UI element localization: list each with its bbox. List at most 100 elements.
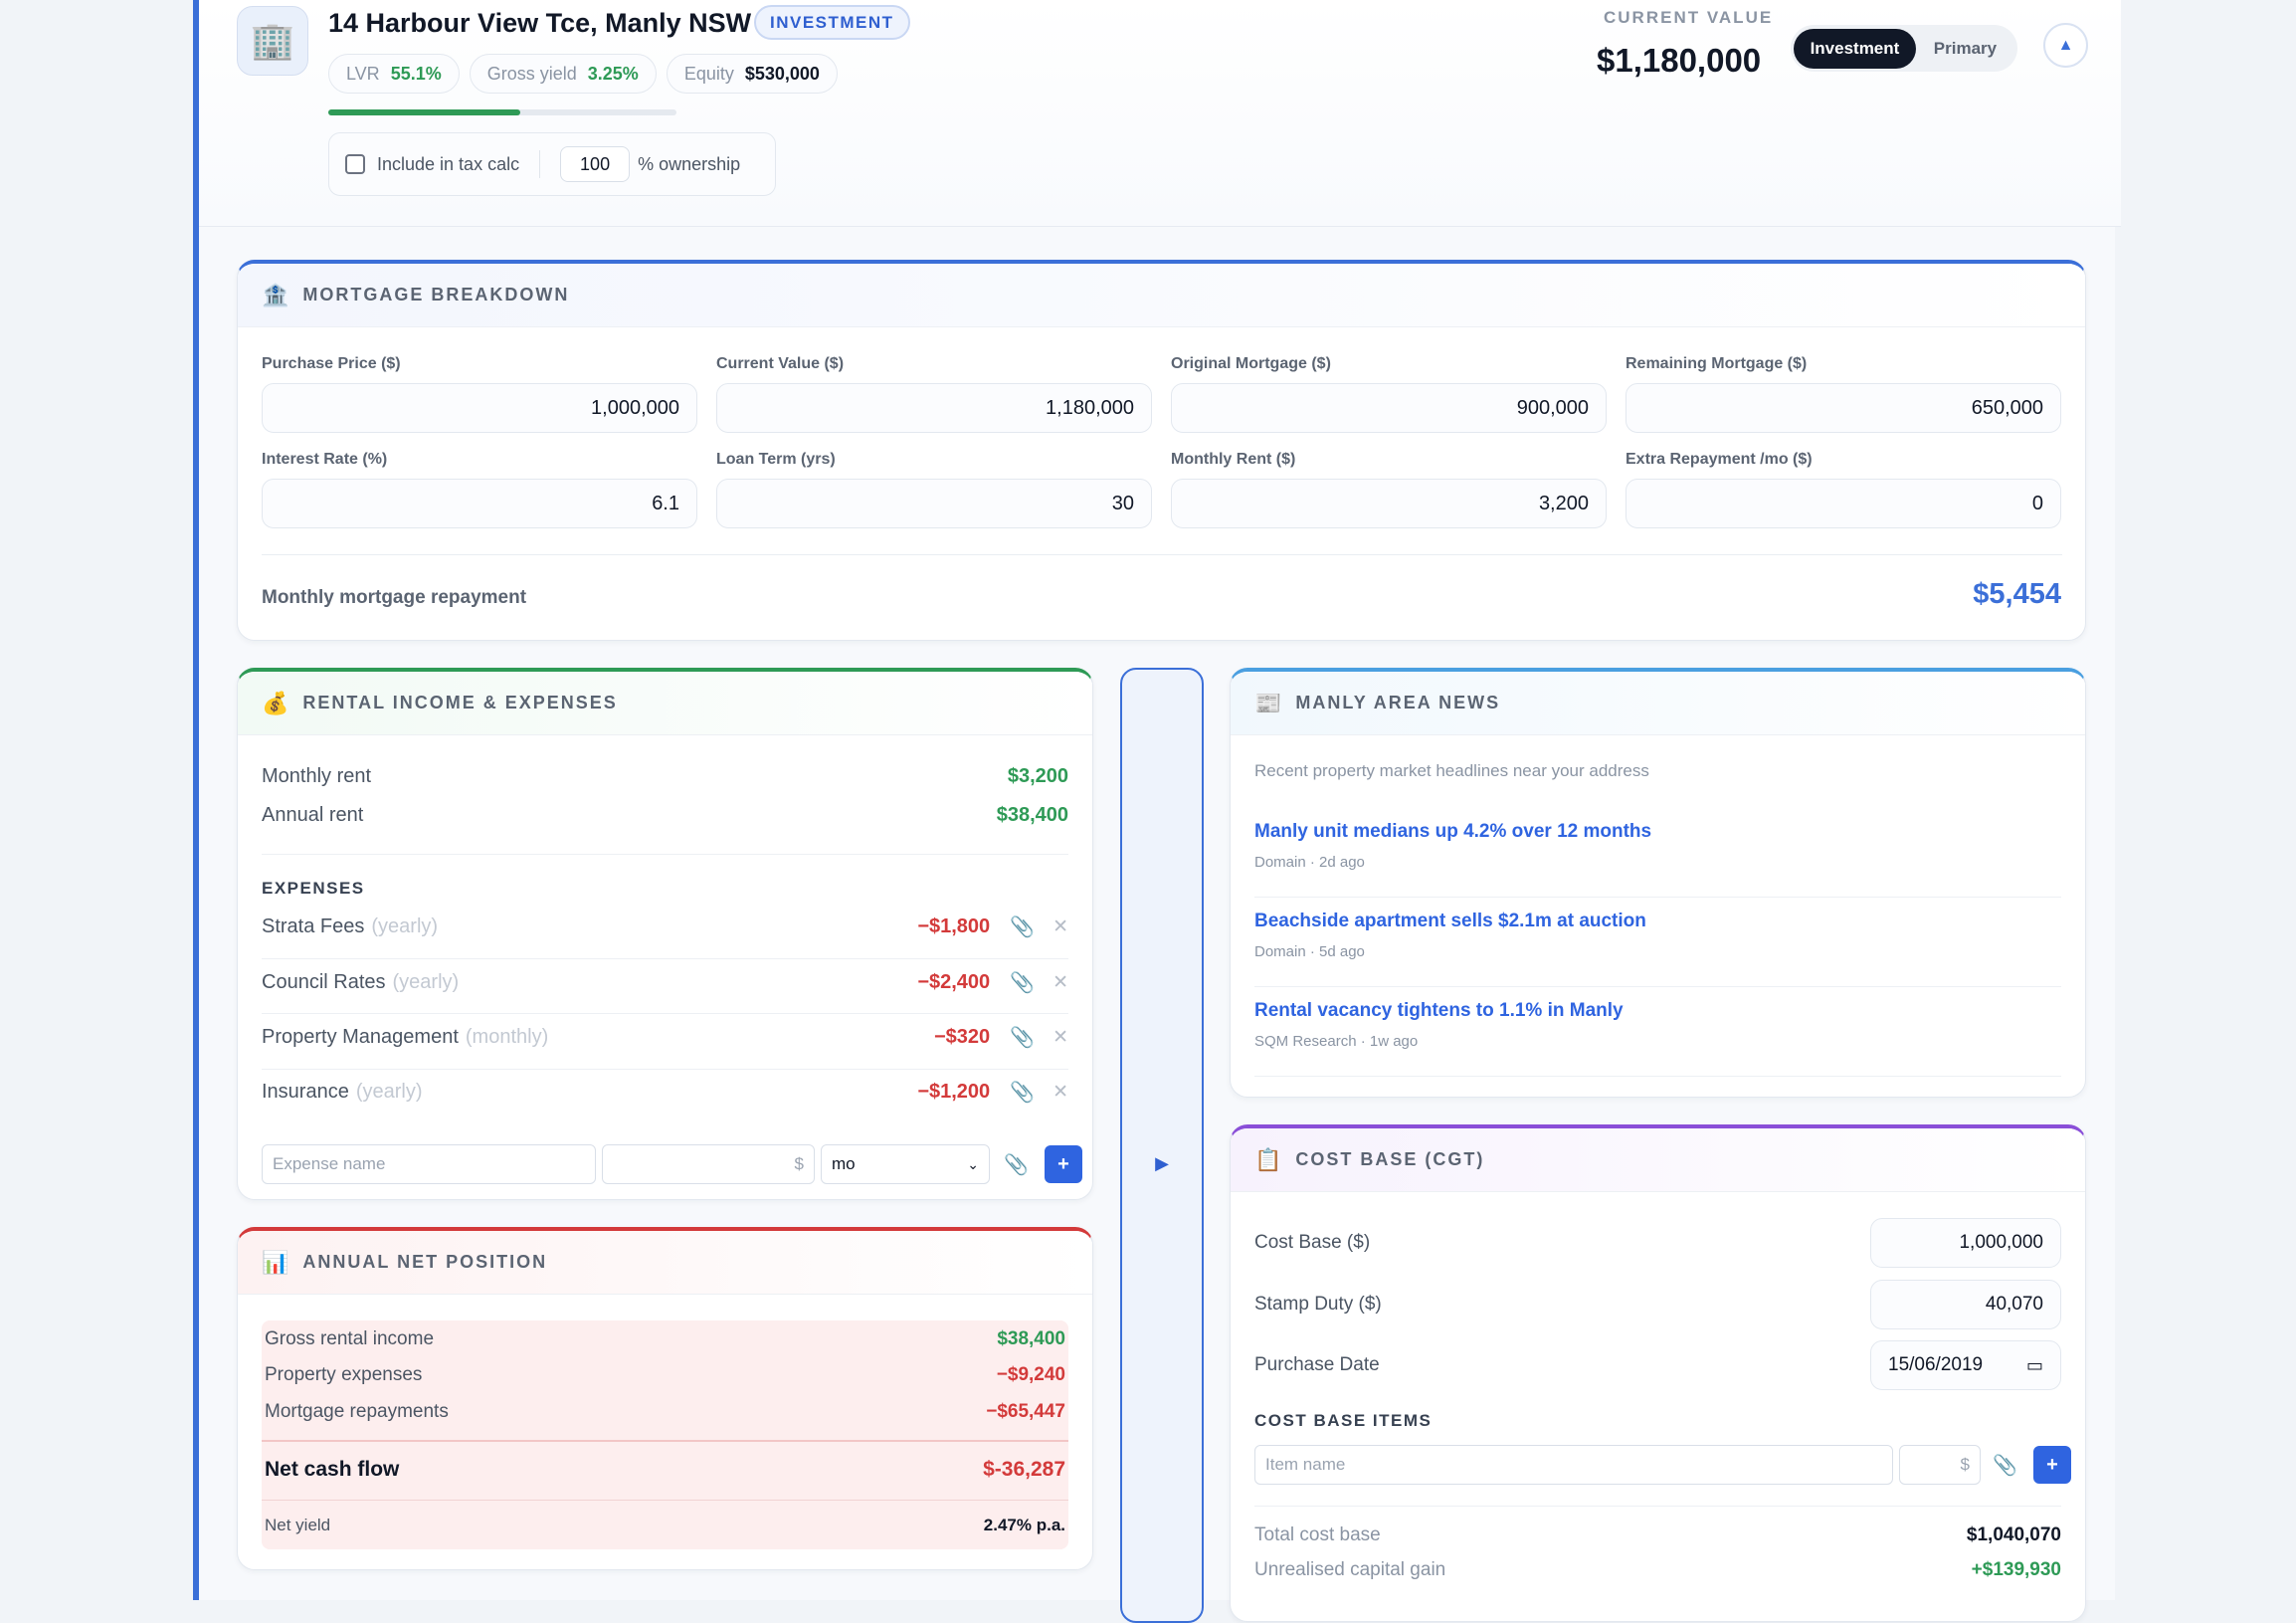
news-meta: Domain · 2d ago	[1254, 854, 1365, 871]
play-icon: ▶	[1155, 1153, 1169, 1173]
interest-rate-input[interactable]: 6.1	[262, 479, 697, 528]
expense-row: Insurance (yearly) −$1,200 📎 ✕	[262, 1080, 1068, 1105]
lvr-progress-fill	[328, 109, 520, 115]
loan-term-input[interactable]: 30	[716, 479, 1152, 528]
add-expense-row: Expense name $ mo ⌄ 📎 +	[262, 1144, 1082, 1184]
remove-icon[interactable]: ✕	[1052, 916, 1068, 937]
property-expenses-row: Property expenses −$9,240	[265, 1364, 1065, 1386]
news-headline[interactable]: Rental vacancy tightens to 1.1% in Manly	[1254, 1000, 1624, 1021]
expense-frequency: (monthly)	[465, 1026, 549, 1048]
paperclip-icon[interactable]: 📎	[1010, 916, 1036, 938]
current-value-input[interactable]: 1,180,000	[716, 383, 1152, 433]
item-amount-input[interactable]: $	[1899, 1445, 1981, 1485]
annual-rent-row: Annual rent $38,400	[262, 804, 1068, 827]
equity-label: Equity	[683, 63, 734, 84]
monthly-rent-input[interactable]: 3,200	[1171, 479, 1607, 528]
capital-gain-value: +$139,930	[1971, 1559, 2061, 1580]
paperclip-icon[interactable]: 📎	[1993, 1454, 2017, 1477]
stamp-duty-label: Stamp Duty ($)	[1254, 1294, 1382, 1315]
news-headline[interactable]: Manly unit medians up 4.2% over 12 month…	[1254, 821, 1652, 842]
news-item[interactable]: Rental vacancy tightens to 1.1% in Manly…	[1254, 1000, 2061, 1077]
cost-base-card: 📋 COST BASE (CGT) Cost Base ($) 1,000,00…	[1230, 1124, 2086, 1622]
news-headline[interactable]: Beachside apartment sells $2.1m at aucti…	[1254, 911, 1646, 931]
expense-frequency: (yearly)	[392, 971, 460, 993]
purchase-price-input[interactable]: 1,000,000	[262, 383, 697, 433]
divider	[262, 1069, 1068, 1070]
interest-rate-field: Interest Rate (%) 6.1	[262, 451, 697, 528]
expenses-heading: EXPENSES	[262, 879, 365, 898]
bar-chart-icon: 📊	[262, 1249, 289, 1275]
purchase-date-row: Purchase Date 15/06/2019 ▭	[1254, 1340, 2061, 1390]
field-label: Monthly Rent ($)	[1171, 451, 1296, 468]
property-expenses-label: Property expenses	[265, 1364, 423, 1385]
divider	[262, 1013, 1068, 1014]
remaining-mortgage-field: Remaining Mortgage ($) 650,000	[1626, 355, 2061, 433]
expense-amount: −$1,800	[917, 915, 991, 937]
calendar-icon[interactable]: ▭	[2025, 1354, 2043, 1375]
tax-calc-label: Include in tax calc	[377, 153, 520, 174]
net-position-title: ANNUAL NET POSITION	[302, 1252, 548, 1272]
toggle-primary[interactable]: Primary	[1933, 38, 1998, 58]
remaining-mortgage-input[interactable]: 650,000	[1626, 383, 2061, 433]
expense-amount: −$320	[934, 1026, 991, 1048]
tax-settings: Include in tax calc 100 % ownership	[328, 132, 776, 196]
field-label: Original Mortgage ($)	[1171, 355, 1331, 372]
extra-repayment-input[interactable]: 0	[1626, 479, 2061, 528]
panel-toggle-strip[interactable]: ▶	[1120, 668, 1204, 1623]
cost-base-input[interactable]: 1,000,000	[1870, 1218, 2061, 1268]
mortgage-card: 🏦 MORTGAGE BREAKDOWN Purchase Price ($) …	[237, 260, 2086, 641]
gross-income-value: $38,400	[997, 1328, 1065, 1349]
expense-name: Strata Fees	[262, 915, 365, 937]
paperclip-icon[interactable]: 📎	[1010, 1027, 1036, 1049]
total-cost-base-label: Total cost base	[1254, 1524, 1381, 1545]
gross-yield-value: 3.25%	[587, 63, 639, 84]
total-cost-base-row: Total cost base $1,040,070	[1254, 1524, 2061, 1546]
field-label: Interest Rate (%)	[262, 451, 388, 468]
property-expenses-value: −$9,240	[996, 1364, 1065, 1385]
item-name-input[interactable]: Item name	[1254, 1445, 1893, 1485]
monthly-rent-row: Monthly rent $3,200	[262, 765, 1068, 788]
chevron-up-icon: ▲	[2057, 36, 2074, 54]
current-value: $1,180,000	[1597, 42, 1762, 79]
paperclip-icon[interactable]: 📎	[1010, 972, 1036, 994]
paperclip-icon[interactable]: 📎	[1004, 1153, 1029, 1176]
remove-icon[interactable]: ✕	[1052, 1027, 1068, 1048]
divider	[539, 150, 541, 178]
paperclip-icon[interactable]: 📎	[1010, 1082, 1036, 1104]
add-cost-item-row: Item name $ 📎 +	[1254, 1445, 2071, 1485]
expense-amount-input[interactable]: $	[602, 1144, 815, 1184]
tax-calc-checkbox[interactable]	[345, 154, 365, 174]
expense-name: Property Management	[262, 1026, 459, 1048]
divider	[262, 1500, 1068, 1501]
monthly-rent-label: Monthly rent	[262, 765, 372, 787]
expense-name-input[interactable]: Expense name	[262, 1144, 596, 1184]
news-subtitle: Recent property market headlines near yo…	[1254, 761, 1649, 780]
metric-chips: LVR 55.1% Gross yield 3.25% Equity $530,…	[328, 54, 838, 94]
monthly-repayment-value: $5,454	[1973, 578, 2061, 610]
expense-frequency-select[interactable]: mo ⌄	[821, 1144, 990, 1184]
loan-term-field: Loan Term (yrs) 30	[716, 451, 1152, 528]
collapse-button[interactable]: ▲	[2043, 23, 2088, 68]
purchase-date-input[interactable]: 15/06/2019 ▭	[1870, 1340, 2061, 1390]
cost-base-label: Cost Base ($)	[1254, 1232, 1371, 1253]
add-expense-button[interactable]: +	[1044, 1145, 1082, 1183]
gross-yield-label: Gross yield	[486, 63, 577, 84]
stamp-duty-input[interactable]: 40,070	[1870, 1280, 2061, 1329]
property-type-badge: INVESTMENT	[754, 5, 910, 40]
net-cash-flow-row: Net cash flow $-36,287	[265, 1458, 1065, 1482]
add-cost-item-button[interactable]: +	[2032, 1446, 2071, 1484]
divider	[1254, 897, 2061, 898]
original-mortgage-input[interactable]: 900,000	[1171, 383, 1607, 433]
net-position-summary: Gross rental income $38,400 Property exp…	[262, 1320, 1068, 1549]
remove-icon[interactable]: ✕	[1052, 972, 1068, 993]
gross-yield-chip: Gross yield 3.25%	[469, 54, 657, 94]
annual-rent-value: $38,400	[996, 804, 1068, 826]
news-item[interactable]: Manly unit medians up 4.2% over 12 month…	[1254, 821, 2061, 898]
toggle-investment[interactable]: Investment	[1794, 28, 1916, 69]
property-address: 14 Harbour View Tce, Manly NSW	[328, 8, 752, 38]
news-item[interactable]: Beachside apartment sells $2.1m at aucti…	[1254, 911, 2061, 987]
remove-icon[interactable]: ✕	[1052, 1082, 1068, 1103]
divider	[262, 1440, 1068, 1442]
expense-row: Strata Fees (yearly) −$1,800 📎 ✕	[262, 914, 1068, 939]
ownership-input[interactable]: 100	[560, 146, 631, 182]
